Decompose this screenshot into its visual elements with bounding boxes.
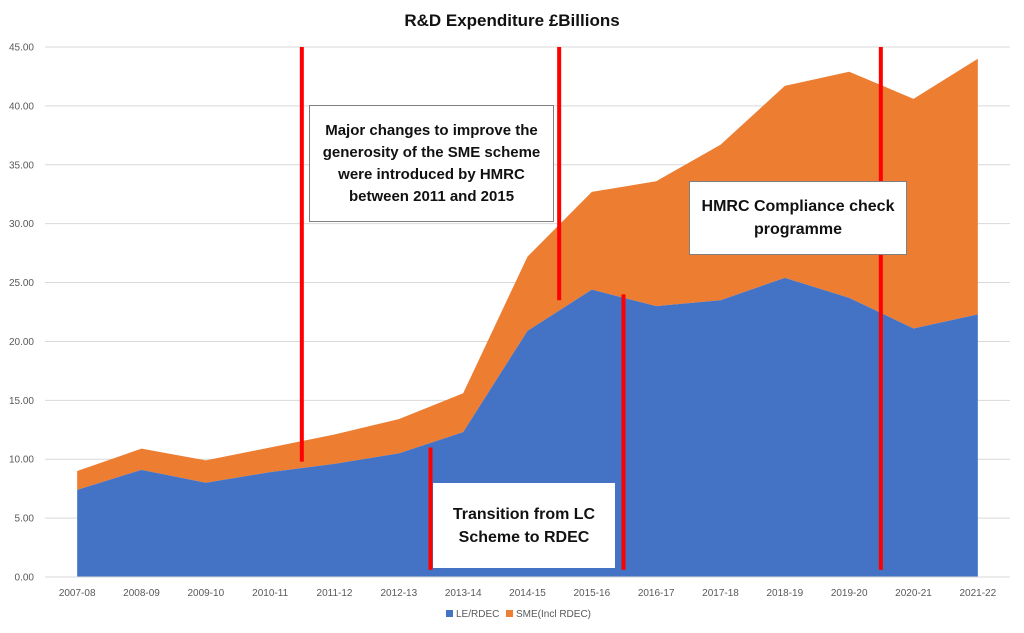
x-tick-label: 2014-15 [509, 588, 546, 599]
x-axis: 2007-08 2008-09 2009-10 2010-11 2011-12 2012-… [59, 588, 997, 599]
legend-label-sme: SME(Incl RDEC) [516, 609, 591, 620]
x-tick-label: 2021-22 [959, 588, 996, 599]
annotation-line: between 2011 and 2015 [348, 187, 515, 205]
y-tick-label: 10.00 [9, 455, 34, 466]
annotation-line: Scheme to RDEC [458, 528, 590, 546]
annotation-line: were introduced by HMRC [338, 165, 525, 183]
y-tick-label: 20.00 [9, 337, 34, 348]
x-tick-label: 2011-12 [317, 588, 353, 599]
x-tick-label: 2017-18 [702, 588, 739, 599]
annotation-line: programme [753, 221, 843, 238]
area-le-rdec [77, 277, 978, 577]
y-tick-label: 5.00 [15, 514, 35, 525]
y-tick-label: 40.00 [9, 101, 34, 112]
x-tick-label: 2012-13 [380, 588, 417, 599]
legend-swatch-le-rdec [446, 610, 453, 617]
y-axis: 0.00 5.00 10.00 15.00 20.00 25.00 30.00 35.00 40… [9, 43, 34, 584]
x-tick-label: 2020-21 [895, 588, 932, 599]
y-tick-label: 25.00 [9, 278, 34, 289]
annotation-line: Major changes to improve the [325, 121, 538, 139]
x-tick-label: 2010-11 [252, 588, 288, 599]
y-tick-label: 45.00 [9, 43, 34, 54]
annotation-line: Transition from LC [452, 505, 596, 523]
annotation-compliance: HMRC Compliance check programme [689, 181, 907, 255]
y-tick-label: 30.00 [9, 219, 34, 230]
annotation-line: HMRC Compliance check [701, 198, 895, 215]
x-tick-label: 2019-20 [831, 588, 868, 599]
y-tick-label: 35.00 [9, 160, 34, 171]
area-sme-incl-rdec [77, 58, 978, 490]
annotation-transition: Transition from LC Scheme to RDEC [433, 483, 615, 568]
stacked-areas [77, 58, 978, 577]
y-tick-label: 0.00 [15, 573, 35, 584]
legend-label-le-rdec: LE/RDEC [456, 609, 499, 620]
x-tick-label: 2009-10 [187, 588, 224, 599]
x-tick-label: 2016-17 [638, 588, 675, 599]
legend-swatch-sme [506, 610, 513, 617]
marker-lines [299, 47, 883, 570]
annotation-sme-changes: Major changes to improve the generosity … [309, 105, 554, 222]
y-tick-label: 15.00 [9, 396, 34, 407]
x-tick-label: 2015-16 [573, 588, 610, 599]
chart-title: R&D Expenditure £Billions [404, 11, 619, 30]
annotation-line: generosity of the SME scheme [322, 143, 541, 161]
legend: LE/RDEC SME(Incl RDEC) [446, 609, 591, 620]
x-tick-label: 2007-08 [59, 588, 96, 599]
x-tick-label: 2008-09 [123, 588, 160, 599]
x-tick-label: 2018-19 [766, 588, 803, 599]
x-tick-label: 2013-14 [445, 588, 482, 599]
